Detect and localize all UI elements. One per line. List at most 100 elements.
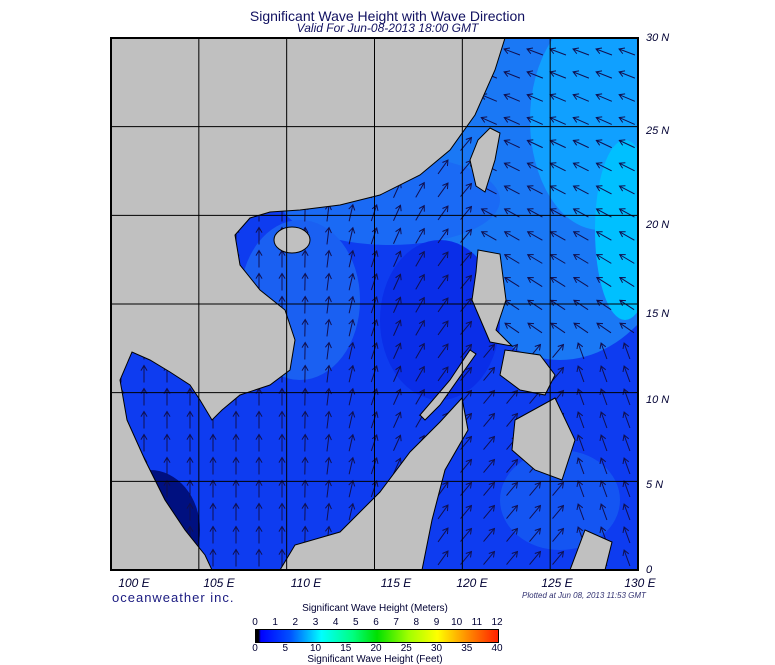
wave-direction-arrow [526, 47, 544, 56]
wave-direction-arrow [186, 410, 194, 429]
wave-direction-arrow [348, 502, 356, 521]
wave-direction-arrow [552, 343, 565, 358]
wave-direction-arrow [393, 457, 402, 474]
wave-direction-arrow [278, 502, 286, 521]
wave-direction-arrow [324, 226, 332, 245]
wave-direction-arrow [393, 250, 402, 267]
wave-direction-arrow [618, 70, 636, 79]
wave-direction-arrow [437, 159, 449, 175]
wave-direction-arrow [437, 182, 449, 198]
land-borneo [279, 396, 469, 570]
meter-tick: 3 [312, 617, 319, 628]
meter-tick: 12 [491, 617, 503, 628]
wave-direction-arrow [393, 319, 402, 336]
wave-direction-arrow [622, 549, 631, 567]
wave-direction-arrow [483, 527, 496, 542]
wave-direction-arrow [163, 456, 171, 475]
wave-direction-arrow [415, 181, 425, 198]
wave-direction-arrow [140, 433, 148, 452]
wave-direction-arrow [301, 502, 309, 521]
wave-direction-arrow [232, 456, 240, 475]
lat-label: 5 N [646, 479, 664, 491]
wave-direction-arrow [232, 479, 240, 498]
wave-direction-arrow [572, 254, 589, 264]
meter-tick: 11 [471, 617, 483, 628]
wave-direction-arrow [596, 322, 612, 334]
wave-direction-arrow [163, 410, 171, 429]
wave-direction-arrow [278, 525, 286, 544]
wave-direction-arrow [301, 456, 309, 475]
wave-direction-arrow [437, 481, 449, 497]
wave-direction-arrow [232, 410, 240, 429]
wave-direction-arrow [232, 525, 240, 544]
wave-direction-arrow [415, 365, 425, 382]
wave-direction-arrow [348, 479, 356, 498]
wave-direction-arrow [324, 410, 332, 429]
wave-direction-arrow [255, 410, 263, 429]
wave-direction-arrow [301, 433, 309, 452]
wave-direction-arrow [255, 525, 263, 544]
wave-direction-arrow [393, 296, 402, 313]
wave-direction-arrow [618, 185, 635, 195]
land-hainan [273, 226, 311, 254]
wave-direction-arrow [599, 342, 608, 360]
wave-direction-arrow [415, 204, 425, 221]
wave-direction-arrow [348, 295, 356, 314]
lon-label: 110 E [290, 576, 322, 590]
lon-label: 100 E [118, 576, 150, 590]
wave-direction-arrow [186, 456, 194, 475]
wave-direction-arrow [437, 205, 449, 221]
wave-direction-arrow [573, 322, 589, 334]
wave-direction-arrow [526, 276, 543, 287]
wave-direction-arrow [255, 502, 263, 521]
wave-direction-arrow [415, 342, 425, 359]
plotted-timestamp: Plotted at Jun 08, 2013 11:53 GMT [522, 591, 646, 600]
wave-direction-arrow [301, 479, 309, 498]
wave-direction-arrow [393, 365, 402, 382]
land-asia-mainland [111, 38, 506, 570]
wave-direction-arrow [572, 162, 589, 172]
lon-label: 120 E [456, 576, 488, 590]
wave-direction-arrow [549, 276, 566, 287]
meter-tick: 6 [373, 617, 379, 628]
wave-direction-arrow [595, 47, 613, 56]
wave-direction-arrow [618, 47, 636, 56]
lon-label: 130 E [624, 576, 656, 590]
lon-label: 125 E [541, 576, 573, 590]
wave-direction-arrow [622, 503, 631, 521]
wave-direction-arrow [506, 412, 519, 427]
wave-direction-arrow [506, 504, 519, 519]
wave-direction-arrow [301, 525, 309, 544]
wave-direction-arrow [618, 93, 636, 102]
wave-direction-arrow [599, 457, 608, 475]
land [111, 38, 613, 570]
wave-direction-arrow [301, 318, 309, 337]
wave-direction-arrow [415, 296, 425, 313]
wave-direction-arrow [186, 433, 194, 452]
wave-direction-arrow [209, 479, 217, 498]
wave-direction-arrow [576, 342, 585, 360]
wave-direction-arrow [595, 162, 612, 172]
wave-direction-arrow [572, 231, 589, 241]
wave-direction-arrow [437, 527, 449, 543]
wave-direction-arrow [576, 434, 585, 452]
colorbar-title-meters: Significant Wave Height (Meters) [302, 603, 448, 614]
wave-direction-arrow [163, 479, 171, 498]
wave-direction-arrow [348, 410, 356, 429]
wave-direction-arrow [595, 70, 613, 79]
meter-tick: 4 [332, 617, 339, 628]
wave-direction-arrow [595, 93, 613, 102]
feet-tick: 35 [461, 643, 473, 654]
wave-direction-arrow [232, 548, 240, 567]
wave-direction-arrow [348, 318, 356, 337]
wave-direction-arrow [348, 272, 356, 291]
wave-direction-arrow [209, 456, 217, 475]
wave-direction-arrow [232, 433, 240, 452]
wave-direction-arrow [393, 273, 402, 290]
wave-direction-arrow [595, 276, 612, 287]
wave-direction-arrow [576, 503, 585, 521]
wave-direction-arrow [437, 228, 449, 244]
wave-direction-arrow [255, 272, 263, 291]
wave-direction-arrow [595, 116, 612, 125]
wave-direction-arrow [483, 435, 496, 450]
